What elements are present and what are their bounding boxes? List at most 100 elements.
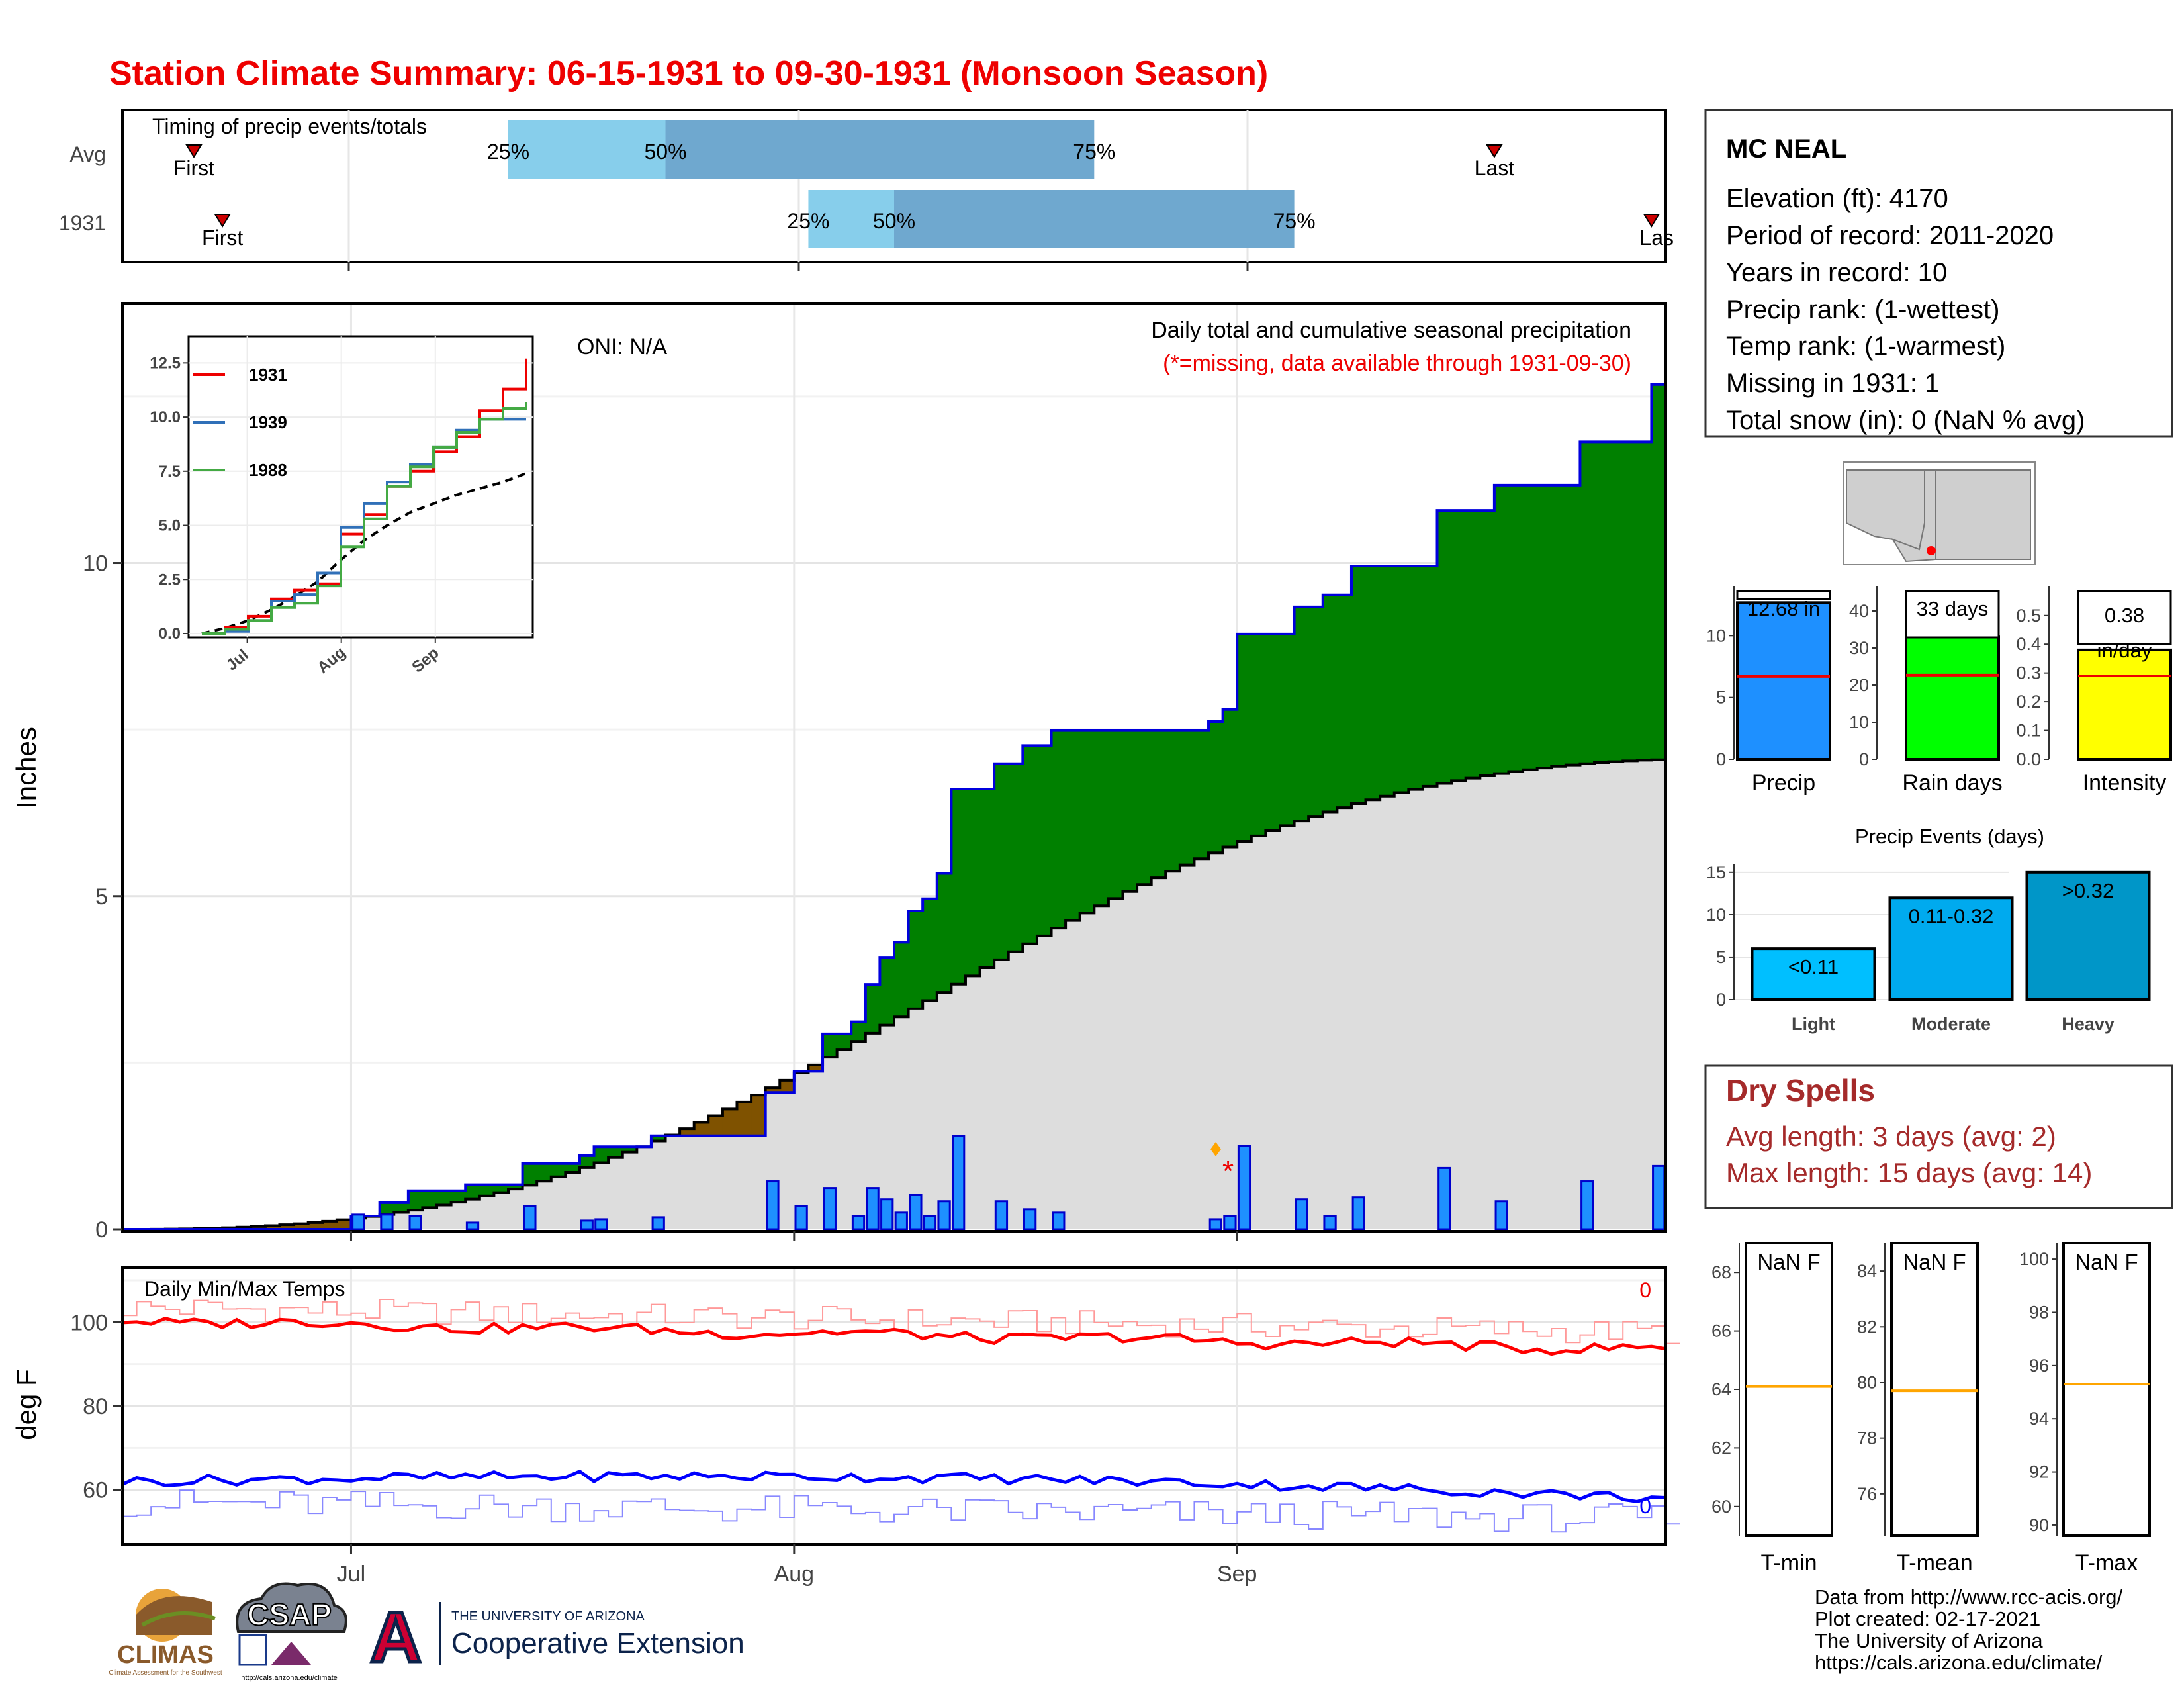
bar-panel-tick-label: 40 bbox=[1849, 601, 1869, 621]
surplus-segment bbox=[1008, 763, 1023, 952]
events-bar-label: >0.32 bbox=[2062, 879, 2114, 902]
surplus-segment bbox=[1351, 565, 1367, 804]
surplus-segment bbox=[551, 1163, 566, 1177]
avg-min-temp-line bbox=[122, 1489, 1680, 1533]
temp-panel-tick-label: 78 bbox=[1857, 1429, 1877, 1448]
station-info-box: MC NEAL Elevation (ft): 4170 Period of r… bbox=[1704, 109, 2173, 438]
surplus-segment bbox=[1380, 565, 1395, 796]
surplus-segment bbox=[1294, 606, 1309, 821]
events-bar-light bbox=[1751, 947, 1876, 1001]
station-period: Period of record: 2011-2020 bbox=[1726, 221, 2054, 250]
bar-panel-category-label: Intensity bbox=[2083, 771, 2167, 796]
bar-panel-tick-label: 0 bbox=[1716, 749, 1726, 769]
temp-panel-category-label: T-min bbox=[1761, 1550, 1817, 1575]
temp-missing-min: 0 bbox=[1639, 1494, 1651, 1518]
temp-panel-value: NaN F bbox=[1757, 1250, 1820, 1274]
daily-precip-bar bbox=[1208, 1218, 1222, 1231]
bar-panel-value-label: 0.38 bbox=[2105, 604, 2144, 627]
temp-x-tick-label: Sep bbox=[1217, 1562, 1257, 1587]
deficit-segment bbox=[251, 1226, 266, 1229]
surplus-segment bbox=[1365, 565, 1381, 800]
daily-precip-bar bbox=[880, 1198, 894, 1231]
ua-logo-letter: A bbox=[370, 1597, 422, 1677]
temp-panel-tick-label: 60 bbox=[1711, 1497, 1731, 1517]
surplus-segment bbox=[936, 873, 952, 993]
events-tick-label: 15 bbox=[1706, 863, 1726, 882]
surplus-segment bbox=[651, 1135, 666, 1141]
bar-panel-tick-label: 0.3 bbox=[2016, 663, 2041, 683]
daily-precip-bar bbox=[1323, 1215, 1337, 1231]
surplus-segment bbox=[908, 911, 923, 1009]
daily-precip-bar bbox=[580, 1219, 594, 1231]
csap-logo: CSAP http://cals.arizona.edu/climate bbox=[236, 1582, 347, 1682]
bar-panel-bar-2 bbox=[2077, 648, 2172, 761]
bar-panel-label-box bbox=[1905, 590, 2000, 639]
surplus-segment bbox=[1280, 633, 1295, 826]
surplus-segment bbox=[479, 1184, 495, 1196]
daily-precip-bar bbox=[937, 1200, 951, 1231]
surplus-segment bbox=[1265, 633, 1281, 831]
bar-panel-label-box bbox=[2077, 590, 2172, 645]
inset-y-tick-label: 5.0 bbox=[159, 517, 181, 535]
bar-panel-bar-0 bbox=[1736, 601, 1831, 761]
surplus-segment bbox=[451, 1190, 466, 1203]
deficit-segment bbox=[765, 1088, 780, 1093]
temp-y-tick-label: 80 bbox=[83, 1394, 108, 1419]
timing-p25-label: 25% bbox=[487, 140, 529, 164]
temp-panel-category-label: T-mean bbox=[1896, 1550, 1972, 1575]
surplus-segment bbox=[1251, 633, 1267, 836]
deficit-segment bbox=[294, 1223, 309, 1229]
daily-precip-bar bbox=[1580, 1180, 1594, 1231]
inset-y-tick-label: 10.0 bbox=[150, 408, 181, 426]
surplus-segment bbox=[1394, 565, 1409, 793]
main-y-tick-label: 10 bbox=[83, 551, 108, 577]
events-title: Precip Events (days) bbox=[1855, 825, 2044, 848]
observed-cumulative-line bbox=[122, 383, 1666, 1231]
surplus-segment bbox=[494, 1184, 509, 1193]
timing-row-label-1931: 1931 bbox=[59, 211, 106, 235]
daily-precip-bar bbox=[594, 1218, 608, 1231]
climas-logo: CLIMAS Climate Assessment for the Southw… bbox=[109, 1589, 222, 1677]
daily-precip-bar bbox=[909, 1194, 923, 1231]
surplus-segment bbox=[594, 1147, 609, 1163]
timing-panel: Timing of precip events/totals Avg 1931 … bbox=[59, 109, 1674, 271]
surplus-segment bbox=[1322, 594, 1338, 812]
page-title: Station Climate Summary: 06-15-1931 to 0… bbox=[109, 54, 1268, 93]
bar-panel-category-label: Precip bbox=[1752, 771, 1815, 796]
climas-logo-swoosh bbox=[141, 1611, 216, 1627]
events-bar-label: 0.11-0.32 bbox=[1909, 904, 1994, 927]
surplus-segment bbox=[394, 1202, 409, 1213]
temp-panel-box bbox=[1890, 1242, 1979, 1537]
surplus-segment bbox=[1222, 709, 1238, 847]
surplus-segment bbox=[565, 1163, 580, 1173]
temp-panel-tick-label: 100 bbox=[2019, 1249, 2049, 1269]
climas-logo-subtext: Climate Assessment for the Southwest bbox=[109, 1669, 222, 1677]
station-years: Years in record: 10 bbox=[1726, 258, 1947, 287]
bar-panel-tick-label: 0.4 bbox=[2016, 634, 2041, 654]
deficit-segment bbox=[722, 1109, 738, 1136]
surplus-segment bbox=[1537, 485, 1552, 769]
temp-x-tick-label: Jul bbox=[337, 1562, 365, 1587]
events-bar-label: <0.11 bbox=[1788, 955, 1839, 978]
temp-panel-tick-label: 66 bbox=[1711, 1321, 1731, 1341]
timing-label: Timing of precip events/totals bbox=[152, 115, 427, 138]
surplus-segment bbox=[608, 1147, 623, 1158]
timing-p75-label: 75% bbox=[1273, 209, 1316, 233]
bar-panel-tick-label: 20 bbox=[1849, 675, 1869, 695]
daily-precip-bar bbox=[1052, 1211, 1066, 1231]
bar-panel-tick-label: 0.2 bbox=[2016, 692, 2041, 712]
surplus-segment bbox=[1194, 730, 1209, 859]
csap-logo-text: CSAP bbox=[247, 1597, 332, 1632]
surplus-segment bbox=[1179, 730, 1195, 865]
deficit-segment bbox=[808, 1064, 823, 1072]
daily-precip-bar bbox=[851, 1215, 866, 1231]
surplus-segment bbox=[408, 1190, 424, 1211]
temp-panel-tick-label: 62 bbox=[1711, 1438, 1731, 1458]
surplus-segment bbox=[1094, 730, 1109, 906]
main-y-tick-label: 0 bbox=[95, 1217, 108, 1243]
inset-frame bbox=[187, 335, 534, 639]
surplus-segment bbox=[1508, 485, 1524, 772]
surplus-segment bbox=[1066, 730, 1081, 921]
surplus-segment bbox=[979, 789, 995, 968]
